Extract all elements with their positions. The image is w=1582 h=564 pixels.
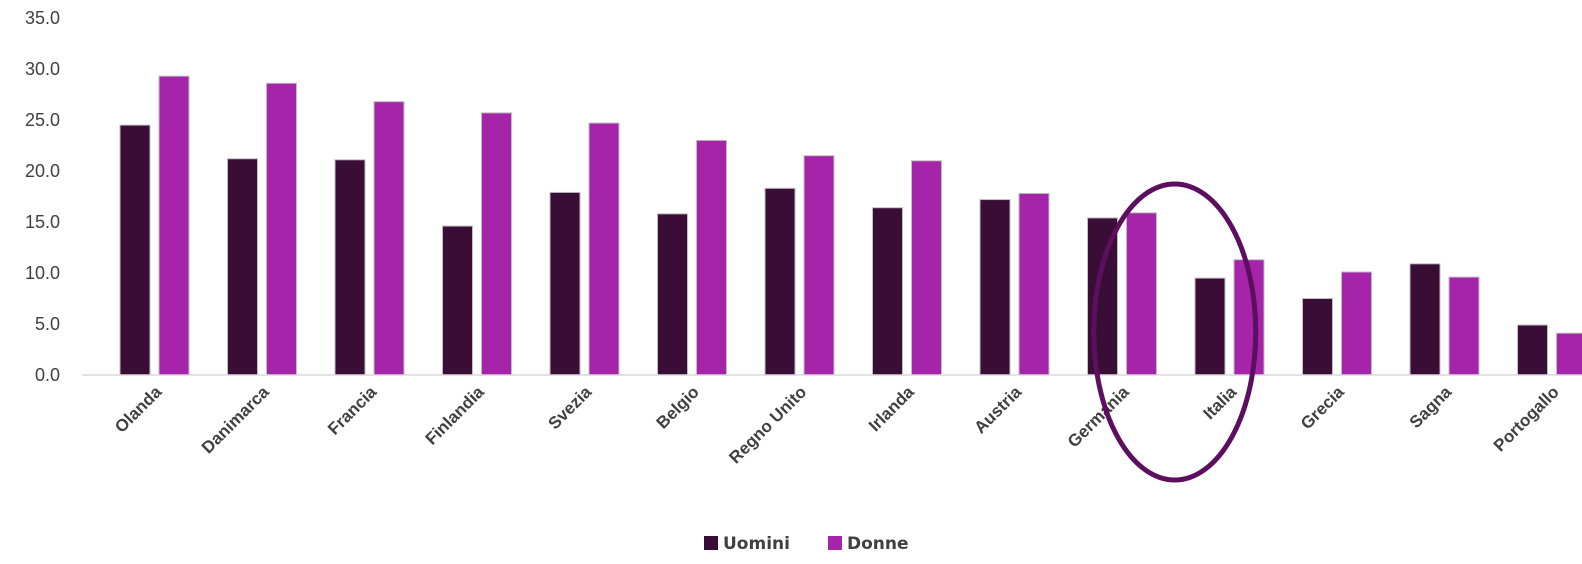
x-tick-label: Belgio [653,382,703,432]
bar-donne-12 [1448,276,1480,376]
legend-label-donne: Donne [847,534,909,554]
y-tick-label: 25.0 [25,110,60,130]
y-tick-label: 15.0 [25,212,60,232]
bar-uomini-6 [764,187,796,376]
bar-uomini-5 [657,213,688,376]
x-tick-label: Irlanda [865,382,918,435]
bar-donne-11 [1341,271,1372,376]
x-tick-label: Austria [970,382,1025,437]
bar-uomini-12 [1409,263,1441,376]
bar-donne-7 [911,160,942,376]
x-tick-label: Italia [1199,382,1240,423]
legend-label-uomini: Uomini [723,534,790,554]
y-tick-label: 5.0 [35,314,60,334]
bar-donne-4 [588,122,620,376]
x-tick-label: Danimarca [198,382,273,457]
bar-uomini-13 [1517,324,1548,376]
bar-donne-2 [373,101,405,376]
x-axis-labels: Olanda Danimarca Francia Finlandia Svezia Bel… [111,382,1563,467]
x-tick-label: Finlandia [422,382,489,449]
x-tick-label: Sagna [1406,382,1456,432]
x-tick-label: Olanda [111,382,166,437]
bar-donne-3 [481,112,512,376]
x-tick-label: Regno Unito [725,382,810,467]
bar-uomini-2 [334,159,366,376]
y-tick-label: 0.0 [35,365,60,385]
bar-uomini-1 [227,158,258,376]
y-tick-label: 30.0 [25,59,60,79]
legend-swatch-donne [828,536,842,550]
x-tick-label: Portogallo [1490,382,1563,455]
y-tick-label: 35.0 [25,8,60,28]
bars [119,75,1582,376]
x-tick-label: Svezia [544,382,595,433]
x-tick-label: Francia [324,382,381,439]
bar-donne-8 [1018,192,1050,376]
y-tick-label: 20.0 [25,161,60,181]
bar-uomini-11 [1302,298,1333,376]
bar-donne-13 [1556,332,1582,376]
x-tick-label: Grecia [1297,382,1348,433]
legend: Uomini Donne [704,534,909,554]
highlight-ellipse [1091,181,1259,483]
y-tick-label: 10.0 [25,263,60,283]
legend-swatch-uomini [704,536,718,550]
bar-uomini-8 [979,199,1011,376]
bar-uomini-7 [872,207,903,376]
bar-uomini-4 [549,191,581,376]
bar-uomini-10 [1194,277,1226,376]
bar-donne-9 [1126,212,1157,376]
bar-donne-6 [803,155,835,376]
bar-donne-1 [266,82,297,376]
bar-uomini-0 [119,124,151,376]
y-axis: 0.0 5.0 10.0 15.0 20.0 25.0 30.0 35.0 [25,8,60,385]
bar-donne-0 [158,75,190,376]
bar-uomini-3 [442,225,473,376]
bar-donne-5 [696,139,727,376]
